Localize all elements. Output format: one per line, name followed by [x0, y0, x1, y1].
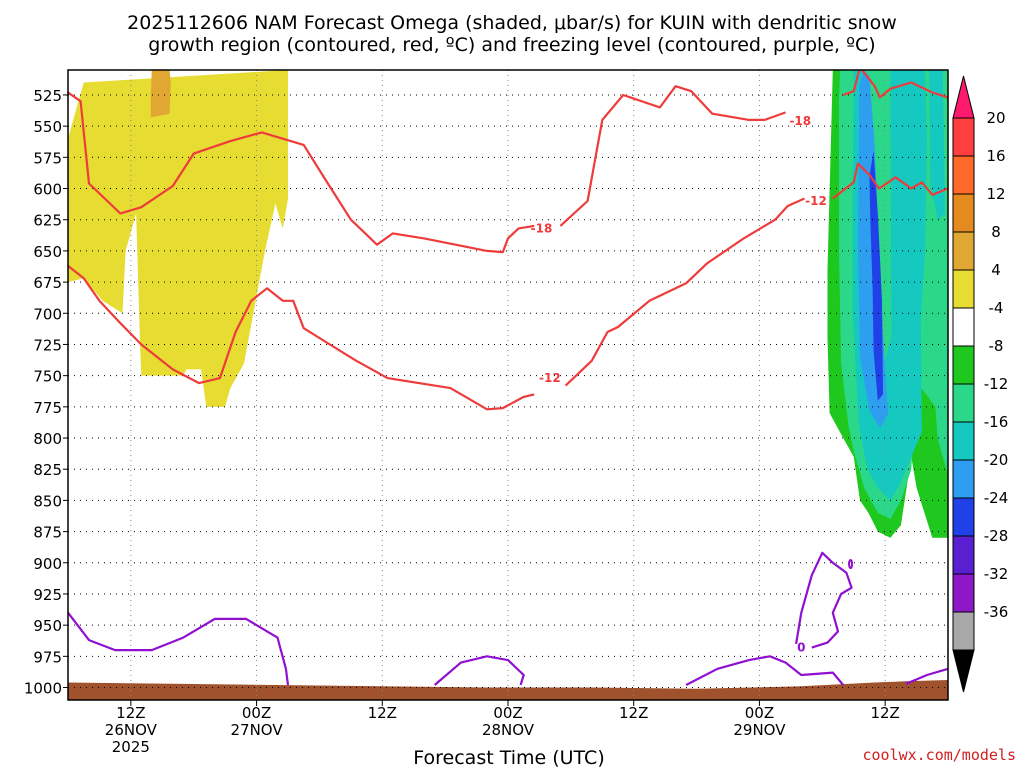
y-tick-label: 825 [33, 461, 62, 479]
y-tick-label: 775 [33, 399, 62, 417]
y-tick-label: 600 [33, 181, 62, 199]
colorbar-bin [952, 459, 975, 499]
colorbar-bin [952, 117, 975, 157]
contour-line [433, 655, 525, 686]
contour-line [905, 667, 948, 685]
y-tick-label: 900 [33, 555, 62, 573]
omega-region [929, 70, 945, 220]
pressure-axis: 525 550 575 600 625 650 675 700 725 750 775 800 825 8… [24, 87, 68, 698]
y-tick-label: 1000 [24, 680, 62, 698]
colorbar-label: -4 [989, 299, 1004, 317]
contour-label: -12 [539, 371, 561, 385]
colorbar-label: 12 [986, 185, 1005, 203]
colorbar-label: -24 [984, 489, 1009, 507]
colorbar-bin [952, 345, 975, 385]
contour-label: -18 [531, 221, 553, 235]
chart-title-line-2: growth region (contoured, red, ºC) and f… [148, 34, 875, 56]
contour-label: 0 [797, 641, 805, 655]
y-tick-label: 725 [33, 336, 62, 354]
colorbar-label: -20 [984, 451, 1009, 469]
y-tick-label: 625 [33, 212, 62, 230]
contour-line [832, 162, 948, 200]
colorbar-top-triangle [952, 75, 975, 119]
x-tick-label: 00Z [493, 704, 522, 722]
y-tick-label: 650 [33, 243, 62, 261]
colorbar-bin [952, 497, 975, 537]
colorbar-label: -16 [984, 413, 1009, 431]
x-tick-label: 27NOV [231, 721, 284, 739]
colorbar-bin [952, 155, 975, 195]
contour-line [564, 197, 805, 387]
colorbar-label: 20 [986, 109, 1005, 127]
omega-region [68, 70, 288, 407]
grid-lines [68, 70, 948, 700]
contour-label: -18 [789, 114, 811, 128]
colorbar-bottom-triangle [952, 649, 975, 693]
omega-colorbar: 20 16 12 8 4 -4 -8 -12 -16 -20 -24 -28 -32 -36 [952, 75, 1009, 693]
x-tick-label: 29NOV [733, 721, 786, 739]
y-tick-label: 925 [33, 586, 62, 604]
chart-title-line-1: 2025112606 NAM Forecast Omega (shaded, μ… [127, 12, 897, 34]
y-tick-label: 700 [33, 305, 62, 323]
x-tick-label: 12Z [116, 704, 145, 722]
y-tick-label: 550 [33, 118, 62, 136]
colorbar-bin [952, 421, 975, 461]
colorbar-bin [952, 383, 975, 423]
y-tick-label: 850 [33, 492, 62, 510]
colorbar-label: 16 [986, 147, 1005, 165]
x-tick-label: 26NOV [105, 721, 158, 739]
omega-region [869, 151, 883, 401]
colorbar-bin [952, 573, 975, 613]
contour-line [68, 612, 290, 686]
colorbar-label: -36 [984, 603, 1009, 621]
colorbar-label: -28 [984, 527, 1009, 545]
contour-line [842, 70, 948, 99]
x-tick-label: 00Z [745, 704, 774, 722]
y-tick-label: 575 [33, 149, 62, 167]
y-tick-label: 675 [33, 274, 62, 292]
colorbar-bin [952, 193, 975, 233]
colorbar-bin [952, 269, 975, 309]
colorbar-bin [952, 535, 975, 575]
colorbar-label: -8 [989, 337, 1004, 355]
colorbar-label: 8 [991, 223, 1001, 241]
contour-line [68, 91, 535, 254]
contour-line [795, 551, 853, 649]
y-tick-label: 950 [33, 617, 62, 635]
x-tick-label: 28NOV [482, 721, 535, 739]
y-tick-label: 975 [33, 648, 62, 666]
y-tick-label: 800 [33, 430, 62, 448]
omega-region [150, 70, 171, 118]
contour-label: -12 [805, 194, 827, 208]
watermark: coolwx.com/models [862, 746, 1016, 764]
y-tick-label: 750 [33, 368, 62, 386]
x-tick-label: 12Z [870, 704, 899, 722]
contour-dot [848, 559, 854, 570]
colorbar-label: -32 [984, 565, 1009, 583]
colorbar-bin [952, 231, 975, 271]
contour-line [68, 265, 535, 411]
colorbar-bin [952, 307, 975, 347]
y-tick-label: 525 [33, 87, 62, 105]
x-tick-label: 12Z [619, 704, 648, 722]
x-tick-label: 12Z [368, 704, 397, 722]
x-tick-label: 2025 [112, 738, 150, 756]
contour-line [685, 655, 845, 686]
y-tick-label: 875 [33, 524, 62, 542]
colorbar-bin [952, 611, 975, 651]
contour-line [559, 85, 786, 227]
x-tick-label: 00Z [242, 704, 271, 722]
temperature-contours: -18 -18 -12 -12 0 [68, 70, 948, 686]
colorbar-label: -12 [984, 375, 1009, 393]
colorbar-label: 4 [991, 261, 1001, 279]
x-axis-title: Forecast Time (UTC) [413, 747, 604, 768]
